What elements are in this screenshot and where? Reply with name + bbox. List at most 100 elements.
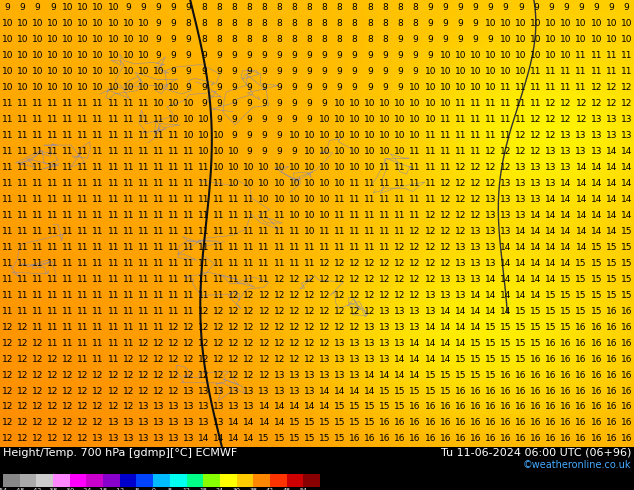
- Text: 10: 10: [470, 83, 481, 92]
- Text: 10: 10: [515, 20, 526, 28]
- Text: 15: 15: [530, 323, 541, 332]
- Text: 12: 12: [47, 418, 58, 427]
- Text: 9: 9: [412, 67, 418, 76]
- Text: 14: 14: [560, 211, 572, 220]
- Text: 14: 14: [439, 355, 451, 364]
- Text: 9: 9: [427, 3, 433, 12]
- Text: 12: 12: [439, 227, 451, 236]
- Text: 11: 11: [93, 259, 104, 268]
- Text: 11: 11: [77, 323, 89, 332]
- Text: 11: 11: [425, 195, 436, 204]
- Text: 16: 16: [576, 370, 587, 380]
- Text: 8: 8: [321, 35, 327, 45]
- Text: 11: 11: [108, 259, 119, 268]
- Text: 11: 11: [17, 291, 29, 300]
- Text: 10: 10: [485, 83, 496, 92]
- Text: 12: 12: [259, 339, 270, 347]
- Text: 13: 13: [394, 307, 406, 316]
- Text: 12: 12: [168, 370, 179, 380]
- Text: 12: 12: [576, 99, 587, 108]
- Text: 11: 11: [515, 99, 526, 108]
- Text: 10: 10: [334, 115, 346, 124]
- Text: 11: 11: [62, 243, 74, 252]
- Text: 12: 12: [228, 370, 240, 380]
- Text: 42: 42: [266, 488, 274, 490]
- Text: 9: 9: [503, 3, 508, 12]
- Text: 11: 11: [213, 211, 224, 220]
- Text: 16: 16: [410, 402, 421, 412]
- Text: 16: 16: [439, 402, 451, 412]
- Text: 12: 12: [2, 370, 13, 380]
- Text: 9: 9: [518, 3, 524, 12]
- Text: 11: 11: [93, 179, 104, 188]
- Text: 9: 9: [458, 3, 463, 12]
- Text: 16: 16: [545, 387, 557, 395]
- Text: 11: 11: [470, 99, 481, 108]
- Text: 14: 14: [605, 179, 617, 188]
- Text: 12: 12: [32, 370, 43, 380]
- Text: 10: 10: [288, 131, 300, 140]
- Text: 10: 10: [288, 211, 300, 220]
- Text: 12: 12: [530, 131, 541, 140]
- Text: 12: 12: [455, 211, 466, 220]
- Text: 11: 11: [243, 195, 255, 204]
- Text: 11: 11: [425, 131, 436, 140]
- Text: -12: -12: [115, 488, 125, 490]
- Text: 11: 11: [93, 147, 104, 156]
- Text: 10: 10: [32, 51, 44, 60]
- Text: 12: 12: [304, 291, 315, 300]
- Text: 10: 10: [122, 51, 134, 60]
- Text: 9: 9: [141, 3, 146, 12]
- Text: 16: 16: [439, 418, 451, 427]
- Text: 13: 13: [515, 163, 526, 172]
- Text: 16: 16: [576, 323, 587, 332]
- Text: 13: 13: [273, 387, 285, 395]
- Text: 8: 8: [292, 3, 297, 12]
- Text: 13: 13: [334, 355, 346, 364]
- Text: 16: 16: [379, 435, 391, 443]
- Text: 11: 11: [108, 307, 119, 316]
- Text: 9: 9: [472, 3, 479, 12]
- Text: 11: 11: [425, 147, 436, 156]
- Text: 9: 9: [35, 3, 41, 12]
- Text: 13: 13: [364, 339, 375, 347]
- Text: 10: 10: [93, 83, 104, 92]
- Text: 12: 12: [410, 291, 421, 300]
- Text: 11: 11: [93, 163, 104, 172]
- Text: 8: 8: [276, 20, 282, 28]
- Text: 12: 12: [213, 339, 224, 347]
- Text: 9: 9: [321, 67, 327, 76]
- Text: 9: 9: [201, 99, 207, 108]
- Text: 12: 12: [364, 307, 375, 316]
- Text: 14: 14: [621, 163, 632, 172]
- Text: 13: 13: [621, 131, 632, 140]
- Text: 10: 10: [183, 115, 195, 124]
- Text: 14: 14: [455, 307, 466, 316]
- Text: 11: 11: [47, 195, 58, 204]
- Text: 10: 10: [108, 3, 119, 12]
- Text: 12: 12: [77, 418, 89, 427]
- Text: 12: 12: [500, 147, 512, 156]
- Text: 12: 12: [17, 355, 29, 364]
- Text: 9: 9: [261, 115, 267, 124]
- Text: 12: 12: [530, 115, 541, 124]
- Text: 11: 11: [62, 179, 74, 188]
- Text: 12: 12: [349, 259, 360, 268]
- Text: 12: 12: [108, 387, 119, 395]
- Text: 14: 14: [243, 435, 255, 443]
- Text: 10: 10: [319, 147, 330, 156]
- Text: 12: 12: [410, 227, 421, 236]
- Text: 10: 10: [62, 67, 74, 76]
- Text: 16: 16: [470, 387, 481, 395]
- Text: 16: 16: [621, 387, 632, 395]
- Text: 15: 15: [621, 291, 632, 300]
- Text: 11: 11: [2, 227, 13, 236]
- Text: 12: 12: [334, 307, 346, 316]
- Text: 12: 12: [485, 179, 496, 188]
- Text: 11: 11: [17, 115, 29, 124]
- Text: 16: 16: [410, 435, 421, 443]
- Text: 11: 11: [198, 259, 209, 268]
- Bar: [303, 474, 320, 487]
- Text: 9: 9: [307, 99, 313, 108]
- Text: 11: 11: [455, 115, 466, 124]
